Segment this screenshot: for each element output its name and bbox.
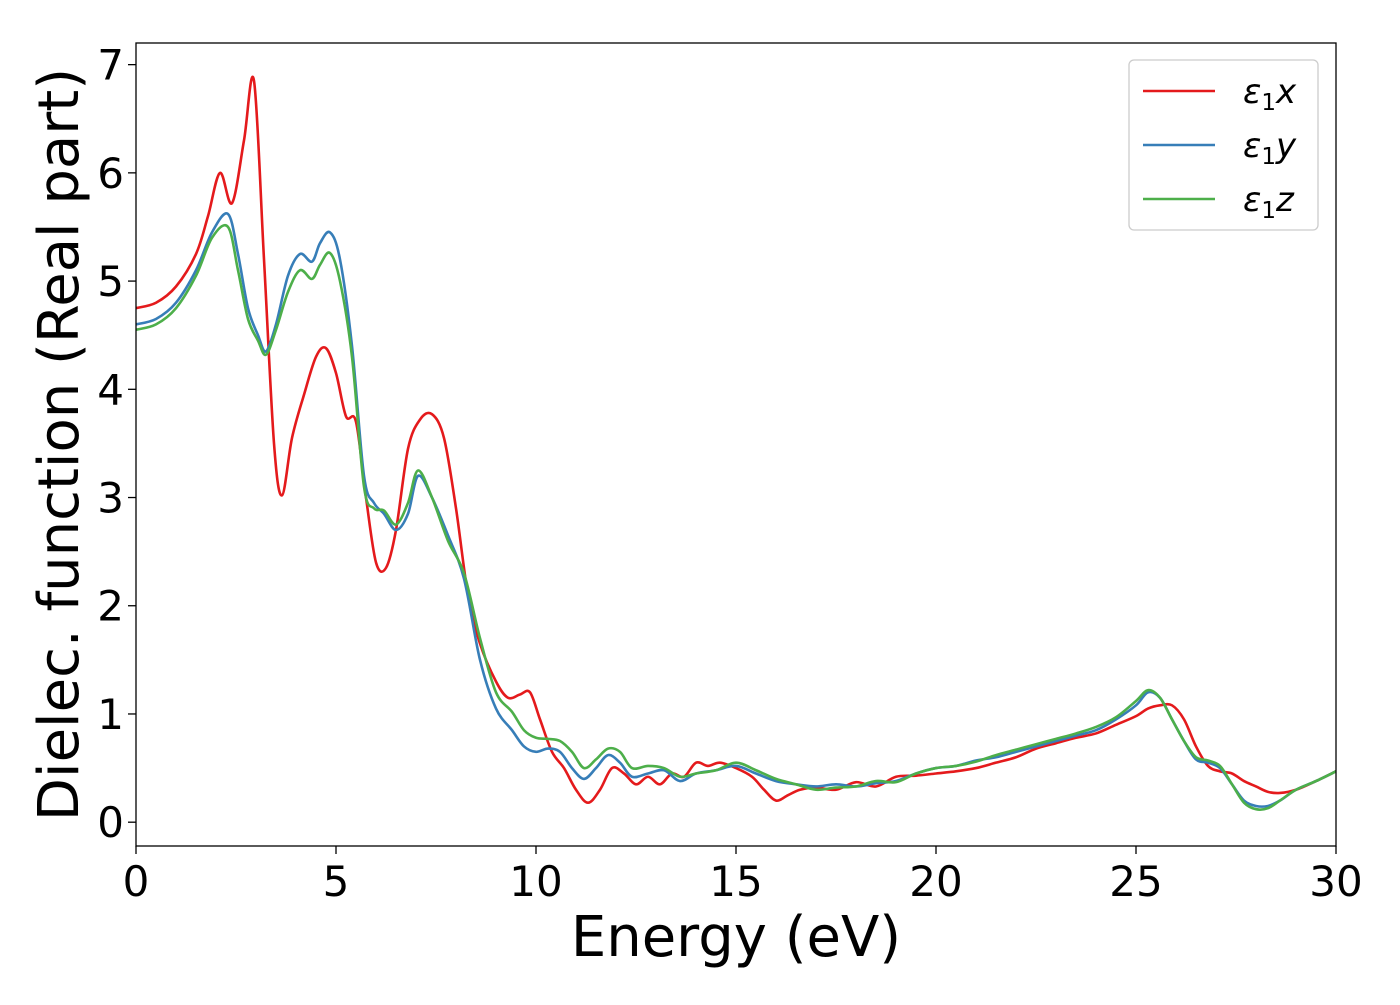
- ticks-layer: 0 5 10 15 20 25 30 0 1 2 3 4 5 6 7: [97, 41, 1362, 906]
- legend-label-z: ε1z: [1243, 180, 1295, 224]
- x-tick-label: 30: [1309, 857, 1362, 906]
- y-tick-label: 3: [97, 474, 124, 523]
- series-line-y: [136, 212, 1336, 808]
- legend-label-y: ε1y: [1243, 126, 1297, 170]
- y-tick-label: 7: [97, 41, 124, 90]
- y-axis-title: Dielec. function (Real part): [27, 68, 92, 821]
- series-layer: [136, 75, 1336, 811]
- y-tick-label: 0: [97, 798, 124, 847]
- x-tick-label: 25: [1109, 857, 1162, 906]
- x-axis-title: Energy (eV): [571, 905, 901, 970]
- series-line-x: [136, 75, 1336, 805]
- y-tick-label: 2: [97, 582, 124, 631]
- y-tick-label: 5: [97, 257, 124, 306]
- x-tick-label: 5: [323, 857, 350, 906]
- legend-label-x: ε1x: [1243, 72, 1297, 116]
- y-tick-label: 4: [97, 365, 124, 414]
- y-tick-label: 6: [97, 149, 124, 198]
- y-tick-label: 1: [97, 690, 124, 739]
- legend: ε1x ε1y ε1z: [1128, 59, 1319, 231]
- x-tick-label: 15: [709, 857, 762, 906]
- legend-box: [1128, 59, 1319, 231]
- x-tick-label: 20: [909, 857, 962, 906]
- series-line-z: [136, 223, 1336, 811]
- x-tick-label: 0: [123, 857, 150, 906]
- x-tick-label: 10: [509, 857, 562, 906]
